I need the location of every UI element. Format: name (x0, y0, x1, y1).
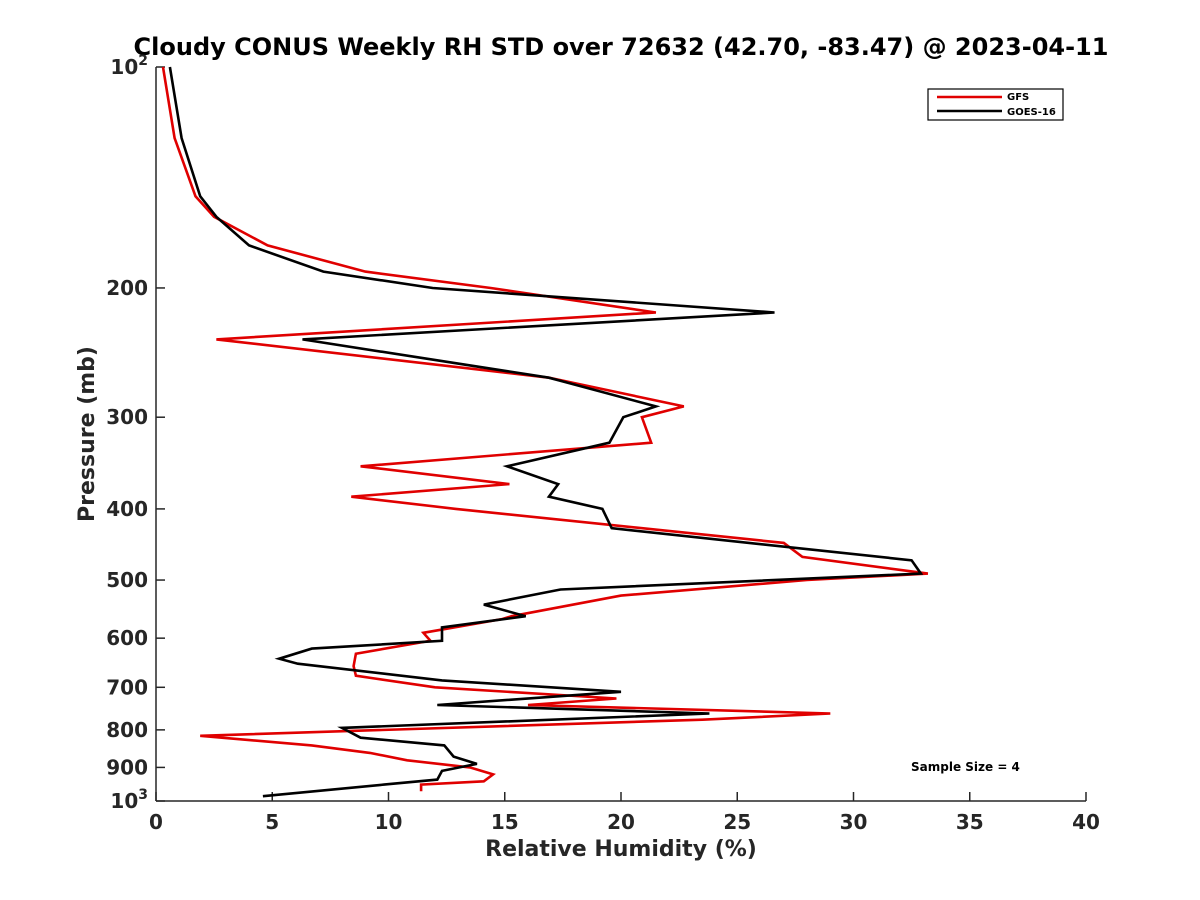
series-line-goes-16 (168, 66, 924, 798)
legend-label-gfs: GFS (1007, 92, 1029, 103)
y-tick-label: 800 (106, 718, 148, 742)
chart-title: Cloudy CONUS Weekly RH STD over 72632 (4… (134, 33, 1109, 61)
x-tick-label: 20 (607, 810, 635, 834)
y-tick-label: 500 (106, 568, 148, 592)
y-tick-label: 400 (106, 497, 148, 521)
series-line-gfs (161, 66, 929, 792)
axis-ticks: 0 5 10 15 20 25 30 35 40 102 200 300 400 500 600 700 800… (106, 53, 1100, 834)
legend-box (927, 88, 1064, 121)
x-tick-label: 25 (723, 810, 751, 834)
x-tick-label: 40 (1072, 810, 1100, 834)
x-axis-label: Relative Humidity (%) (485, 837, 757, 862)
x-tick-label: 0 (149, 810, 163, 834)
y-tick-label: 900 (106, 755, 148, 779)
x-tick-label: 35 (956, 810, 984, 834)
legend: GFS GOES-16 (927, 88, 1064, 121)
sample-size-annotation: Sample Size = 4 (911, 760, 1020, 774)
plot-series (161, 66, 929, 798)
y-tick-label: 300 (106, 405, 148, 429)
x-tick-label: 30 (840, 810, 868, 834)
y-tick-label: 103 (110, 787, 148, 813)
y-tick-label: 102 (110, 53, 148, 79)
x-tick-label: 5 (265, 810, 279, 834)
y-tick-label: 700 (106, 675, 148, 699)
legend-label-goes16: GOES-16 (1007, 107, 1056, 118)
y-tick-label: 600 (106, 626, 148, 650)
y-axis-label: Pressure (mb) (75, 346, 100, 522)
x-tick-label: 10 (375, 810, 403, 834)
x-tick-label: 15 (491, 810, 519, 834)
y-tick-label: 200 (106, 276, 148, 300)
